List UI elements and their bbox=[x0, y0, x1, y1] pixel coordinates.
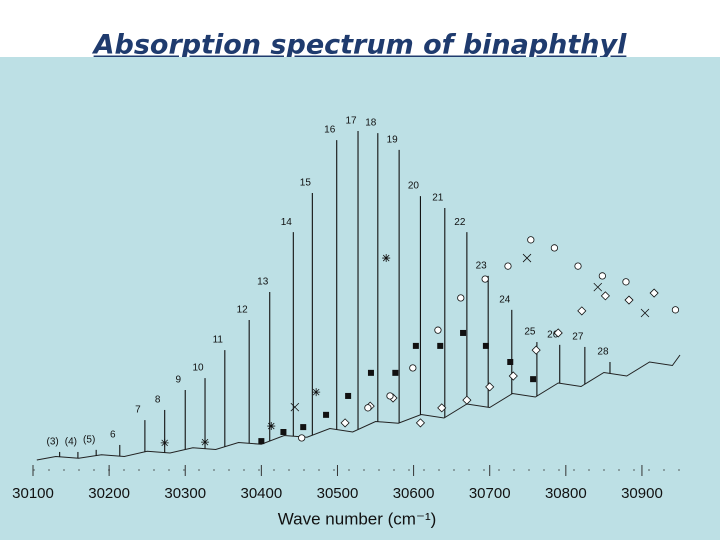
x-tick-label: 30700 bbox=[469, 485, 511, 502]
marker-square bbox=[300, 424, 307, 431]
peak-label: 14 bbox=[281, 217, 293, 228]
peak-label: 7 bbox=[135, 405, 141, 416]
marker-circle bbox=[527, 236, 535, 244]
marker-square bbox=[460, 329, 467, 336]
marker-diamond bbox=[462, 395, 472, 405]
peak-label: 8 bbox=[155, 395, 161, 406]
peak-label: 20 bbox=[408, 181, 420, 192]
marker-circle bbox=[457, 294, 465, 302]
marker-diamond bbox=[437, 403, 447, 413]
marker-square bbox=[437, 342, 444, 349]
marker-circle bbox=[550, 244, 559, 252]
marker-diamond bbox=[649, 288, 659, 298]
peak-label: 23 bbox=[476, 261, 488, 272]
marker-diamond bbox=[340, 418, 350, 428]
peak-label: 24 bbox=[499, 294, 511, 305]
peak-label: 28 bbox=[597, 347, 609, 358]
marker-diamond bbox=[531, 345, 541, 355]
x-tick-label: 30300 bbox=[164, 485, 206, 502]
peak-label: 22 bbox=[454, 217, 466, 228]
peak-label: 12 bbox=[237, 305, 249, 316]
x-tick-label: 30100 bbox=[12, 485, 54, 502]
x-tick-label: 30200 bbox=[88, 485, 130, 502]
peak-label: 25 bbox=[524, 327, 536, 338]
marker-cross bbox=[290, 402, 300, 412]
marker-circle bbox=[504, 262, 512, 270]
peak-label: 19 bbox=[387, 135, 399, 146]
peak-label: 10 bbox=[192, 363, 204, 374]
marker-square bbox=[280, 429, 287, 435]
marker-diamond bbox=[577, 306, 587, 316]
peak-label: 17 bbox=[345, 116, 357, 127]
peak-label: 9 bbox=[175, 375, 181, 386]
marker-square bbox=[258, 438, 265, 445]
panel bbox=[0, 57, 720, 540]
marker-circle bbox=[364, 404, 372, 412]
marker-circle bbox=[574, 262, 582, 270]
peak-label: 18 bbox=[365, 118, 377, 129]
marker-circle bbox=[386, 392, 394, 400]
x-tick-label: 30800 bbox=[545, 485, 587, 502]
peak-label: 26 bbox=[547, 329, 559, 340]
marker-asterisk bbox=[201, 438, 210, 447]
peak-label: 6 bbox=[110, 430, 116, 441]
peak-label: (3) bbox=[47, 437, 59, 448]
peak-label: 27 bbox=[572, 332, 584, 343]
marker-square bbox=[323, 411, 330, 418]
marker-diamond bbox=[553, 328, 563, 338]
peak-label: (4) bbox=[65, 437, 77, 448]
marker-square bbox=[507, 359, 514, 365]
marker-asterisk bbox=[382, 254, 391, 263]
marker-cross bbox=[522, 253, 532, 263]
marker-circle bbox=[481, 275, 489, 283]
marker-circle bbox=[598, 272, 606, 280]
marker-diamond bbox=[508, 371, 518, 381]
marker-square bbox=[530, 376, 537, 383]
marker-cross bbox=[640, 308, 650, 318]
x-tick-label: 30500 bbox=[317, 485, 359, 502]
marker-diamond bbox=[415, 418, 426, 428]
x-tick-label: 30400 bbox=[240, 485, 282, 502]
marker-asterisk bbox=[160, 438, 169, 447]
x-tick-label: 30900 bbox=[621, 485, 663, 502]
marker-diamond bbox=[600, 291, 610, 301]
marker-diamond bbox=[624, 295, 634, 305]
x-tick-label: 30600 bbox=[393, 485, 435, 502]
marker-circle bbox=[409, 364, 417, 372]
peak-label: (5) bbox=[83, 434, 95, 445]
marker-asterisk bbox=[267, 422, 276, 431]
marker-square bbox=[367, 369, 374, 376]
marker-circle bbox=[622, 278, 630, 286]
marker-square bbox=[392, 369, 399, 376]
peak-label: 11 bbox=[213, 335, 224, 346]
x-axis-label: Wave number (cm⁻¹) bbox=[278, 509, 437, 528]
marker-circle bbox=[434, 326, 442, 334]
marker-square bbox=[345, 392, 352, 399]
marker-circle bbox=[671, 306, 680, 314]
marker-cross bbox=[593, 282, 603, 292]
marker-circle bbox=[298, 434, 306, 442]
marker-asterisk bbox=[312, 388, 321, 397]
peak-label: 16 bbox=[324, 125, 336, 136]
chart-title: Absorption spectrum of binaphthyl bbox=[92, 30, 628, 61]
marker-square bbox=[412, 342, 419, 349]
peak-label: 15 bbox=[300, 178, 312, 189]
peak-label: 21 bbox=[432, 193, 444, 204]
marker-square bbox=[482, 342, 489, 349]
peak-label: 13 bbox=[257, 277, 269, 288]
marker-diamond bbox=[485, 382, 495, 392]
